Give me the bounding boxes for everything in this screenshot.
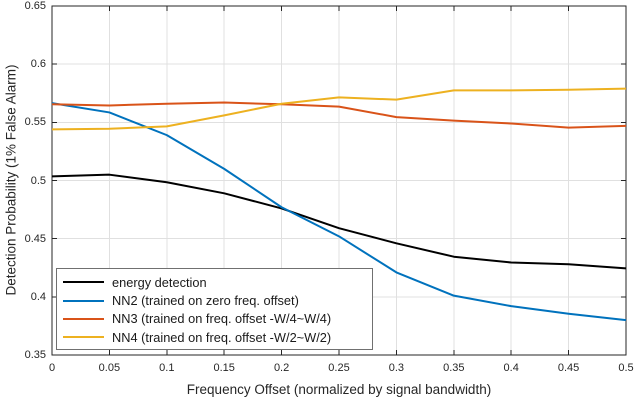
x-axis-label: Frequency Offset (normalized by signal b… — [186, 382, 492, 397]
y-tick-label: 0.35 — [24, 349, 46, 361]
legend: energy detection NN2 (trained on zero fre… — [56, 268, 373, 350]
x-tick-label: 0.2 — [273, 362, 290, 374]
series-line-nn4-trained-on-freq-offset-w-2-w-2 — [51, 87, 627, 131]
x-tick-label: 0.35 — [443, 362, 465, 374]
y-tick-label: 0.65 — [24, 0, 46, 12]
x-tick-label: 0.15 — [213, 362, 235, 374]
x-tick-label: 0.25 — [328, 362, 350, 374]
legend-line-sample — [63, 336, 104, 339]
x-tick-label: 0.45 — [557, 362, 580, 374]
y-tick-label: 0.4 — [30, 290, 46, 303]
y-tick-label: 0.45 — [24, 232, 46, 245]
series-line-energy-detection — [51, 173, 627, 270]
y-tick-label: 0.55 — [24, 116, 46, 129]
x-tick-label: 0.4 — [503, 362, 519, 374]
legend-line-sample — [63, 317, 104, 320]
legend-line-sample — [63, 281, 104, 284]
legend-item-label: NN2 (trained on zero freq. offset) — [112, 293, 299, 309]
legend-item-label: energy detection — [112, 274, 207, 290]
legend-item: NN3 (trained on freq. offset -W/4~W/4) — [57, 310, 372, 328]
legend-item-label: NN4 (trained on freq. offset -W/2~W/2) — [112, 329, 332, 345]
legend-item: energy detection — [57, 273, 372, 291]
legend-item-label: NN3 (trained on freq. offset -W/4~W/4) — [112, 311, 332, 327]
x-tick-label: 0.1 — [159, 362, 175, 374]
x-tick-label: 0.5 — [618, 362, 634, 374]
x-tick-label: 0.3 — [388, 362, 405, 374]
legend-item: NN2 (trained on zero freq. offset) — [57, 291, 372, 309]
series-line-nn3-trained-on-freq-offset-w-4-w-4 — [51, 101, 627, 129]
legend-line-sample — [63, 299, 104, 302]
y-tick-label: 0.6 — [30, 58, 46, 71]
y-axis-label: Detection Probability (1% False Alarm) — [3, 64, 19, 296]
x-tick-label: 0.05 — [98, 362, 121, 374]
legend-item: NN4 (trained on freq. offset -W/2~W/2) — [57, 328, 372, 346]
y-tick-label: 0.5 — [30, 174, 46, 187]
x-tick-label: 0 — [48, 362, 56, 374]
